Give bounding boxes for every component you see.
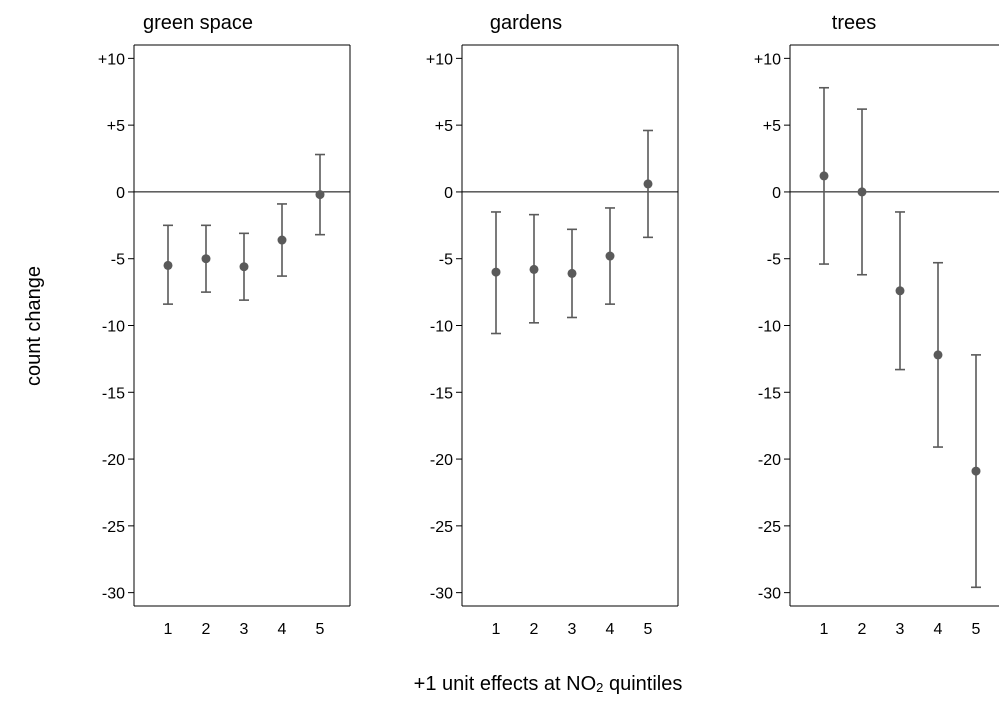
y-tick-label: -10 [430,319,453,336]
y-tick-label: -20 [758,452,781,469]
x-tick-label: 3 [568,621,577,638]
y-tick-label: -30 [102,586,125,603]
panel-2: gardens +10 +5 0 -5 -10 -15 -20 -25 -30 1 2 3 4 5 [426,12,679,638]
x-tick-label: 4 [934,621,943,638]
y-tick-label: 0 [116,185,125,202]
x-tick-label: 4 [278,621,287,638]
data-point [857,187,867,197]
y-tick-label: -5 [111,252,125,269]
x-axis-title: +1 unit effects at NO2 quintiles [414,673,683,695]
x-axis-title-subscript: 2 [596,680,603,695]
y-tick-label: -15 [758,385,781,402]
y-tick-label: -25 [102,519,125,536]
x-tick-label: 3 [240,621,249,638]
x-axis-title-prefix: +1 unit effects at NO [414,673,597,695]
data-point [895,286,905,296]
y-tick-label: -5 [439,252,453,269]
y-axis-title: count change [23,266,45,386]
y-tick-label: +5 [763,118,781,135]
y-tick-label: -15 [102,385,125,402]
x-tick-label: 2 [858,621,867,638]
y-tick-label: 0 [444,185,453,202]
data-point [315,190,325,200]
y-tick-label: -20 [430,452,453,469]
data-point [277,235,287,245]
data-point [567,268,577,278]
y-tick-label: -25 [430,519,453,536]
data-point [239,262,249,272]
x-tick-label: 1 [164,621,173,638]
data-point [819,171,829,181]
y-tick-label: -20 [102,452,125,469]
y-tick-label: +10 [426,51,453,68]
data-point [643,179,653,189]
y-tick-label: -5 [767,252,781,269]
data-point [933,350,943,360]
panel-title: gardens [490,12,562,34]
data-point [971,466,981,476]
panel-1: green space +10 +5 0 -5 -10 -15 -20 -25 -30 1 2 3 4 5 [98,12,351,638]
x-tick-label: 1 [820,621,829,638]
y-tick-label: 0 [772,185,781,202]
x-tick-label: 4 [606,621,615,638]
x-axis-title-suffix: quintiles [603,673,682,695]
x-tick-label: 1 [492,621,501,638]
y-tick-label: +10 [98,51,125,68]
y-tick-label: +10 [754,51,781,68]
y-tick-label: -30 [758,586,781,603]
y-tick-label: -25 [758,519,781,536]
x-tick-label: 5 [644,621,653,638]
x-tick-label: 5 [972,621,981,638]
data-point [491,267,501,277]
x-tick-label: 2 [530,621,539,638]
x-tick-label: 2 [202,621,211,638]
data-point [163,260,173,270]
y-tick-label: -10 [102,319,125,336]
data-point [605,251,615,261]
data-point [201,254,211,264]
y-tick-label: -10 [758,319,781,336]
panel-title: trees [832,12,876,34]
panels-group: green space+10+50-5-10-15-20-25-301 2 3 4 5g… [98,12,999,638]
x-tick-label: 3 [896,621,905,638]
panel-title: green space [143,12,253,34]
data-point [529,264,539,274]
panel-3: trees +10 +5 0 -5 -10 -15 -20 -25 -30 1 2 3 4 5 [754,12,999,638]
y-tick-label: +5 [435,118,453,135]
x-tick-label: 5 [316,621,325,638]
y-tick-label: +5 [107,118,125,135]
y-tick-label: -30 [430,586,453,603]
y-tick-label: -15 [430,385,453,402]
